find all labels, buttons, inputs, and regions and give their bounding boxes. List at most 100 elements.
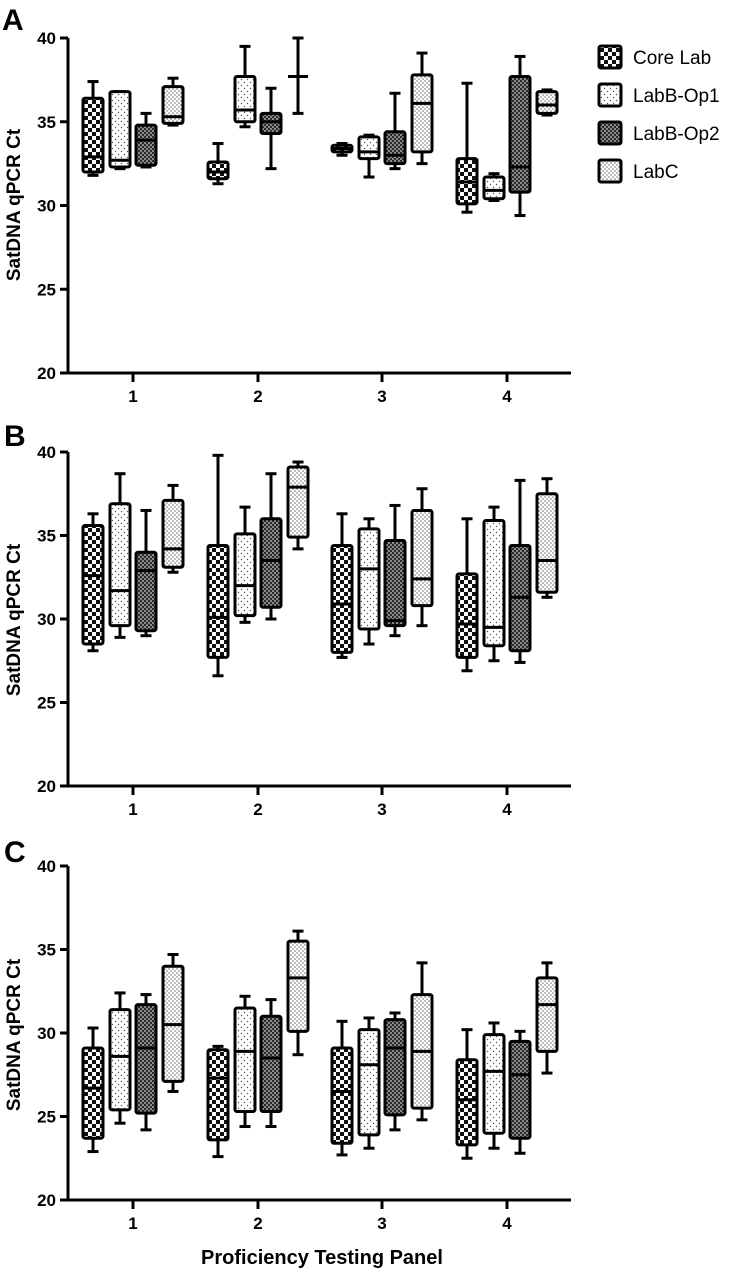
box-plot-labb-op1	[482, 505, 506, 663]
box-plot-labb-op2	[134, 508, 158, 638]
x-tick-label: 2	[253, 387, 262, 406]
iqr-box	[134, 1003, 158, 1115]
iqr-box	[286, 939, 310, 1033]
box-plot-labc	[535, 88, 559, 117]
iqr-box	[233, 1006, 257, 1113]
y-tick-label: 40	[37, 29, 56, 48]
iqr-box	[508, 75, 532, 194]
box-plot-labb-op2	[508, 1029, 532, 1155]
iqr-box	[134, 550, 158, 633]
box-plot-labb-op2	[134, 111, 158, 169]
y-tick-label: 20	[37, 777, 56, 796]
box-plot-labc	[286, 929, 310, 1057]
iqr-box	[383, 1018, 407, 1117]
box-plot-core-lab	[330, 142, 354, 157]
box-plot-labc	[410, 487, 434, 628]
legend-swatch	[597, 120, 623, 146]
iqr-box	[259, 517, 283, 609]
x-tick-label: 4	[502, 800, 512, 819]
box-plot-core-lab	[206, 1044, 230, 1159]
legend-label: LabC	[633, 162, 678, 183]
box-plot-core-lab	[330, 1019, 354, 1157]
iqr-box	[108, 90, 132, 169]
x-tick-label: 2	[253, 800, 262, 819]
box-plot-labb-op1	[233, 505, 257, 624]
iqr-box	[206, 1048, 230, 1142]
x-tick-label: 4	[502, 387, 512, 406]
box-plot-labc	[288, 36, 308, 115]
legend-label: LabB-Op1	[633, 86, 720, 107]
box-plot-core-lab	[455, 81, 479, 214]
box-plot-labb-op1	[108, 90, 132, 171]
iqr-box	[330, 544, 354, 654]
iqr-box	[357, 527, 381, 631]
iqr-box	[108, 502, 132, 628]
iqr-box	[134, 123, 158, 167]
y-axis-title-c: SatDNA qPCR Ct	[4, 958, 25, 1111]
box-plot-labb-op1	[357, 133, 381, 179]
y-tick-label: 25	[37, 1108, 56, 1127]
legend-swatch	[597, 158, 623, 184]
iqr-box	[330, 1046, 354, 1145]
box-plot-labc	[161, 76, 185, 127]
iqr-box	[81, 523, 105, 646]
box-plot-labb-op1	[482, 172, 506, 202]
iqr-box	[482, 175, 506, 201]
y-tick-label: 35	[37, 113, 56, 132]
box-plot-core-lab	[455, 517, 479, 673]
legend-label: LabB-Op2	[633, 124, 720, 145]
box-plot-labb-op2	[259, 86, 283, 171]
y-tick-label: 20	[37, 364, 56, 383]
box-plot-labc	[535, 477, 559, 599]
iqr-box	[233, 75, 257, 124]
y-tick-label: 25	[37, 694, 56, 713]
y-tick-label: 20	[37, 1191, 56, 1210]
y-tick-label: 30	[37, 610, 56, 629]
iqr-box	[535, 90, 559, 115]
plot-panel-a: 20 25 30 35 40 1 2 3 4	[37, 29, 571, 406]
y-tick-label: 35	[37, 941, 56, 960]
iqr-box	[206, 160, 230, 181]
box-plot-core-lab	[206, 142, 230, 186]
legend-swatch	[597, 44, 623, 70]
box-plot-labc	[535, 961, 559, 1075]
x-tick-label: 4	[502, 1214, 512, 1233]
y-tick-label: 35	[37, 527, 56, 546]
iqr-box	[455, 572, 479, 659]
iqr-box	[206, 544, 230, 659]
x-tick-label: 3	[377, 387, 386, 406]
box-plot-labc	[410, 51, 434, 166]
iqr-box	[81, 96, 105, 174]
iqr-box	[508, 1039, 532, 1140]
box-plot-labb-op2	[383, 503, 407, 638]
x-tick-label: 1	[128, 1214, 137, 1233]
y-tick-label: 30	[37, 197, 56, 216]
iqr-box	[357, 1028, 381, 1137]
box-plot-labb-op2	[508, 54, 532, 218]
y-tick-label: 40	[37, 443, 56, 462]
x-tick-label: 3	[377, 1214, 386, 1233]
box-plot-core-lab	[81, 512, 105, 653]
iqr-box	[410, 508, 434, 608]
box-plot-labb-op1	[233, 994, 257, 1129]
iqr-box	[81, 1046, 105, 1140]
x-tick-label: 2	[253, 1214, 262, 1233]
box-plot-labc	[161, 953, 185, 1093]
x-tick-label: 1	[128, 800, 137, 819]
legend-item: LabB-Op1	[597, 82, 720, 108]
y-axis-title-a: SatDNA qPCR Ct	[4, 128, 25, 281]
legend-label: Core Lab	[633, 48, 711, 69]
x-tick-label: 3	[377, 800, 386, 819]
iqr-box	[161, 85, 185, 125]
iqr-box	[535, 492, 559, 594]
box-plot-labb-op1	[357, 517, 381, 646]
legend-item: LabC	[597, 158, 678, 184]
y-tick-label: 25	[37, 280, 56, 299]
box-plot-labc	[286, 460, 310, 551]
x-axis-title: Proficiency Testing Panel	[201, 1247, 443, 1269]
box-plot-labb-op2	[134, 993, 158, 1132]
plot-panel-c: 20 25 30 35 40 1 2 3 4	[37, 857, 571, 1233]
box-plot-labb-op2	[383, 1011, 407, 1132]
box-plot-labb-op1	[482, 1021, 506, 1150]
